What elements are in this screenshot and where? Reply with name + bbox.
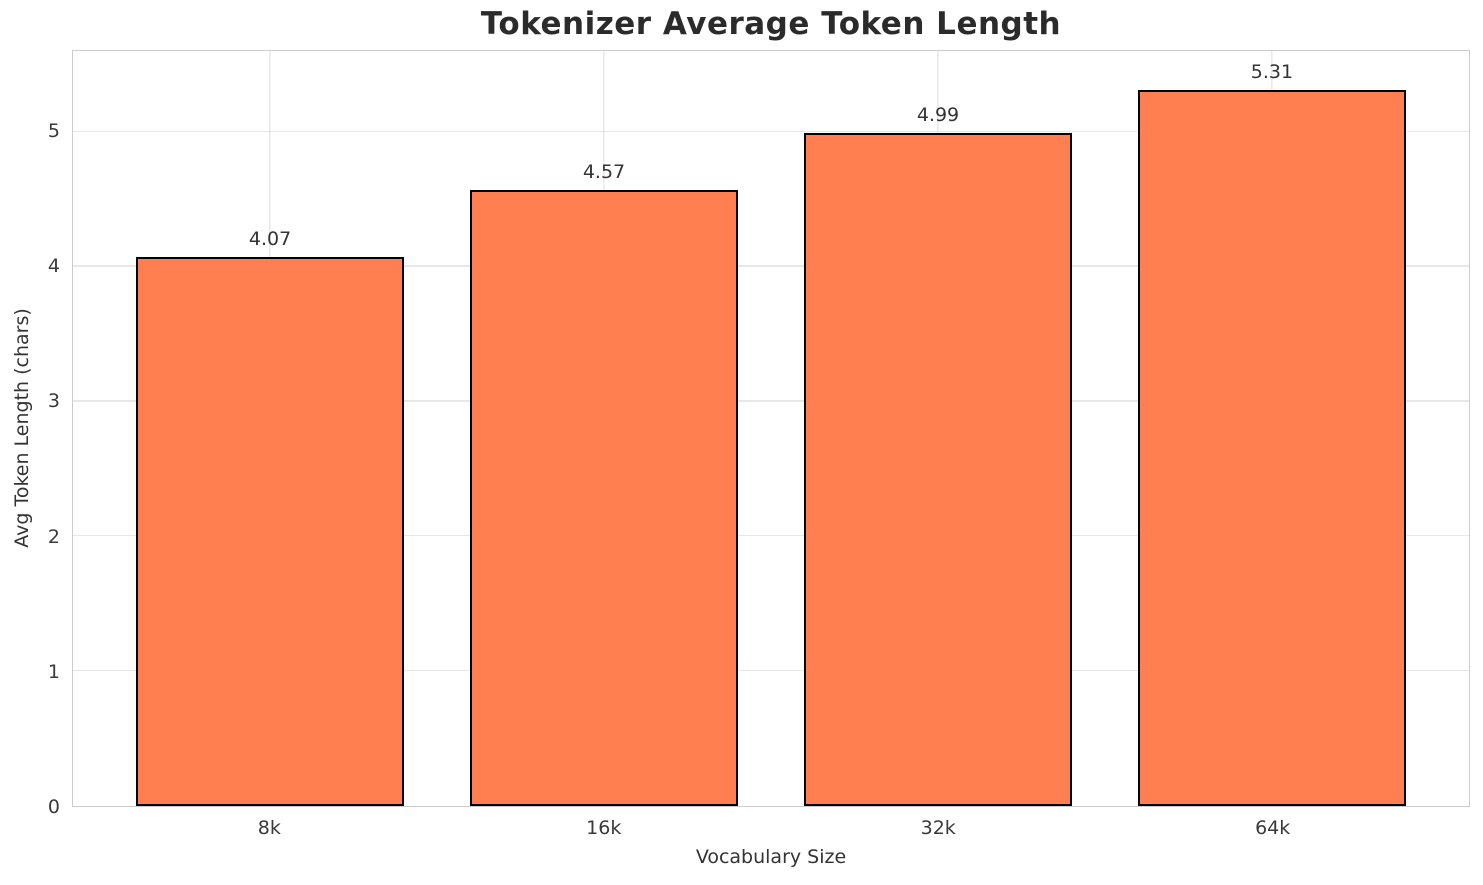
y-tick-label: 3 <box>47 390 60 413</box>
bar-8k <box>136 257 404 806</box>
x-tick-label: 16k <box>586 817 622 839</box>
x-tick-label: 64k <box>1255 817 1291 839</box>
bar-value-label: 4.99 <box>916 104 960 127</box>
y-tick-label: 2 <box>47 525 60 548</box>
y-tick-label: 0 <box>47 796 60 818</box>
gridline-horizontal <box>73 265 1469 267</box>
bar-32k <box>804 133 1072 806</box>
x-tick-label: 8k <box>257 817 281 839</box>
bar-value-label: 4.07 <box>248 228 292 251</box>
bar-16k <box>470 189 738 806</box>
gridline-horizontal <box>73 535 1469 537</box>
plot-area: 4.07 4.57 4.99 5.31 <box>72 50 1470 807</box>
gridline-horizontal <box>73 400 1469 402</box>
y-tick-label: 5 <box>47 120 60 143</box>
bar-value-label: 5.31 <box>1250 61 1294 84</box>
chart-title: Tokenizer Average Token Length <box>480 6 1062 42</box>
x-axis-label: Vocabulary Size <box>695 846 847 868</box>
bar-value-label: 4.57 <box>582 160 626 183</box>
y-tick-label: 1 <box>47 660 60 683</box>
gridline-horizontal <box>73 669 1469 672</box>
y-axis-label: Avg Token Length (chars) <box>11 308 33 548</box>
y-tick-label: 4 <box>47 255 60 278</box>
x-tick-label: 32k <box>920 817 956 839</box>
gridline-horizontal <box>73 130 1469 132</box>
bar-64k <box>1138 90 1406 806</box>
